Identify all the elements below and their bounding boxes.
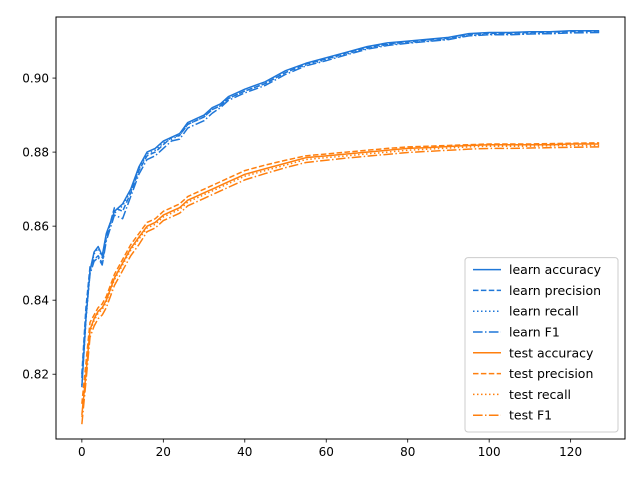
x-tick-label: 0 [78,445,86,459]
series-layer [81,29,600,425]
legend-label: test precision [509,366,593,381]
y-tick-label: 0.86 [22,219,49,233]
x-tick-label: 80 [400,445,415,459]
legend-label: learn recall [509,304,579,319]
y-tick-label: 0.82 [22,368,49,382]
x-tick-label: 40 [237,445,252,459]
y-axis: 0.82 0.84 0.86 0.88 0.90 [22,71,56,382]
y-tick-label: 0.84 [22,293,49,307]
series-line-7 [81,146,600,425]
y-tick-label: 0.88 [22,145,49,159]
legend-box [464,257,619,433]
x-axis: 0 20 40 60 80 100 120 [78,439,582,459]
y-tick-label: 0.90 [22,71,49,85]
x-tick-label: 120 [559,445,582,459]
x-tick-label: 60 [319,445,334,459]
series-line-3 [81,31,600,378]
legend-label: test F1 [509,408,552,423]
plot-frame [55,16,626,440]
legend-label: learn F1 [509,325,560,340]
series-line-5 [81,142,600,404]
x-tick-label: 100 [478,445,501,459]
legend-label: learn accuracy [509,262,602,277]
legend-label: learn precision [509,283,601,298]
series-line-6 [81,144,600,417]
legend-label: test accuracy [509,345,594,360]
x-tick-label: 20 [156,445,171,459]
legend: learn accuracy learn precision learn recal… [464,257,619,433]
legend-label: test recall [509,387,571,402]
